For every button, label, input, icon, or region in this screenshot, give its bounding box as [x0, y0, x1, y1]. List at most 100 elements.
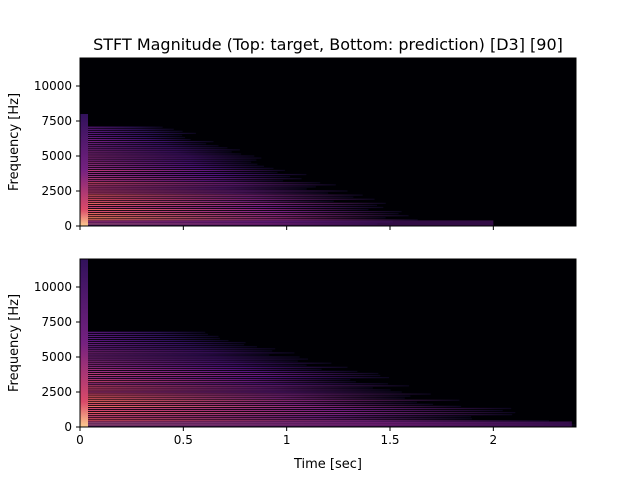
- harmonic-partial: [88, 126, 163, 128]
- harmonic-partial: [88, 202, 386, 204]
- harmonic-partial: [88, 368, 322, 370]
- harmonic-partial: [88, 377, 390, 379]
- harmonic-partial: [88, 151, 232, 153]
- y-tick-label: 2500: [41, 385, 72, 399]
- harmonic-partial: [88, 405, 462, 408]
- x-tick-label: 0.5: [174, 433, 193, 447]
- harmonic-partial: [88, 153, 242, 155]
- harmonic-partial: [88, 370, 358, 373]
- harmonic-partial: [88, 420, 549, 422]
- harmonic-partial: [88, 184, 336, 186]
- harmonic-partial: [88, 157, 262, 159]
- harmonic-partial: [88, 354, 270, 356]
- harmonic-partial: [88, 364, 307, 366]
- y-tick-label: 2500: [41, 184, 72, 198]
- harmonic-partial: [88, 190, 348, 192]
- harmonic-partial: [88, 161, 252, 163]
- harmonic-partial: [88, 335, 219, 338]
- harmonic-partial: [88, 165, 265, 167]
- harmonic-partial: [88, 374, 381, 377]
- harmonic-partial: [88, 391, 402, 393]
- harmonic-partial: [88, 145, 219, 147]
- axes-frame: [79, 258, 577, 428]
- harmonic-partial: [88, 188, 307, 190]
- harmonic-partial: [88, 147, 228, 149]
- prediction-heatmap: [79, 258, 577, 428]
- harmonic-partial: [88, 350, 273, 352]
- target-x-ticks: [79, 226, 494, 230]
- prediction-y-axis: 0 2500 5000 7500 10000: [34, 280, 80, 434]
- harmonic-partial: [88, 210, 402, 213]
- harmonic-partial: [88, 176, 291, 178]
- low-frequency-tail: [88, 421, 572, 427]
- harmonic-partial: [88, 141, 214, 143]
- prediction-y-axis-label: Frequency [Hz]: [7, 294, 22, 392]
- harmonic-partial: [88, 208, 369, 211]
- harmonic-partial: [88, 143, 207, 145]
- y-tick-label: 0: [64, 420, 72, 434]
- target-spectrogram-panel: 0 2500 5000 7500 10000 Frequency [Hz]: [7, 57, 577, 233]
- x-axis-label: Time [sec]: [293, 457, 362, 472]
- harmonic-partial: [88, 407, 512, 410]
- harmonic-partial: [88, 182, 321, 184]
- y-tick-label: 5000: [41, 149, 72, 163]
- harmonic-partial: [88, 411, 516, 414]
- harmonic-partial: [88, 134, 183, 137]
- prediction-spectrogram-panel: 0 0.5 1 1.5 2 0 2500 5000 7500 10000 Frequency […: [7, 258, 577, 447]
- harmonic-partial: [88, 194, 363, 196]
- chart-title: STFT Magnitude (Top: target, Bottom: pre…: [93, 35, 563, 54]
- harmonic-partial: [88, 169, 285, 172]
- harmonic-partial: [88, 130, 183, 132]
- harmonic-partial: [88, 342, 246, 344]
- harmonic-partial: [88, 198, 375, 200]
- harmonic-partial: [88, 206, 384, 209]
- harmonic-partial: [88, 173, 307, 176]
- y-tick-label: 10000: [34, 79, 72, 93]
- harmonic-partial: [88, 399, 460, 401]
- harmonic-partial: [88, 401, 417, 403]
- harmonic-partial: [88, 362, 332, 364]
- harmonic-partial: [88, 379, 351, 381]
- onset-column: [80, 114, 88, 226]
- harmonic-partial: [88, 219, 418, 221]
- harmonic-partial: [88, 136, 186, 139]
- x-tick-label: 0: [76, 433, 84, 447]
- harmonic-partial: [88, 215, 409, 217]
- x-tick-label: 2: [490, 433, 498, 447]
- harmonic-partial: [88, 171, 278, 174]
- prediction-x-axis: 0 0.5 1 1.5 2: [76, 427, 497, 447]
- harmonic-partial: [88, 333, 208, 335]
- harmonic-partial: [88, 403, 434, 405]
- harmonic-partial: [88, 358, 309, 360]
- harmonic-partial: [88, 385, 410, 387]
- y-tick-label: 7500: [41, 114, 72, 128]
- harmonic-partial: [88, 356, 300, 358]
- harmonic-partial: [88, 372, 379, 375]
- target-heatmap: [79, 57, 577, 227]
- harmonic-partial: [88, 217, 386, 219]
- harmonic-partial: [88, 387, 373, 389]
- harmonic-partial: [88, 163, 258, 165]
- y-tick-label: 7500: [41, 315, 72, 329]
- y-tick-label: 10000: [34, 280, 72, 294]
- target-y-axis-label: Frequency [Hz]: [7, 93, 22, 191]
- harmonic-partial: [88, 360, 298, 362]
- harmonic-partial: [88, 200, 334, 202]
- low-frequency-tail: [88, 220, 494, 226]
- harmonic-partial: [88, 416, 472, 418]
- harmonic-partial: [88, 167, 274, 169]
- harmonic-partial: [88, 192, 329, 194]
- y-tick-label: 5000: [41, 350, 72, 364]
- harmonic-partial: [88, 389, 391, 391]
- onset-column: [80, 259, 88, 427]
- harmonic-partial: [88, 180, 284, 182]
- harmonic-partial: [88, 155, 255, 157]
- harmonic-partial: [88, 186, 316, 188]
- harmonic-partial: [88, 213, 399, 215]
- harmonic-partial: [88, 381, 356, 383]
- harmonic-partial: [88, 344, 245, 346]
- harmonic-partial: [88, 418, 472, 420]
- harmonic-partial: [88, 204, 378, 207]
- harmonic-partial: [88, 196, 354, 198]
